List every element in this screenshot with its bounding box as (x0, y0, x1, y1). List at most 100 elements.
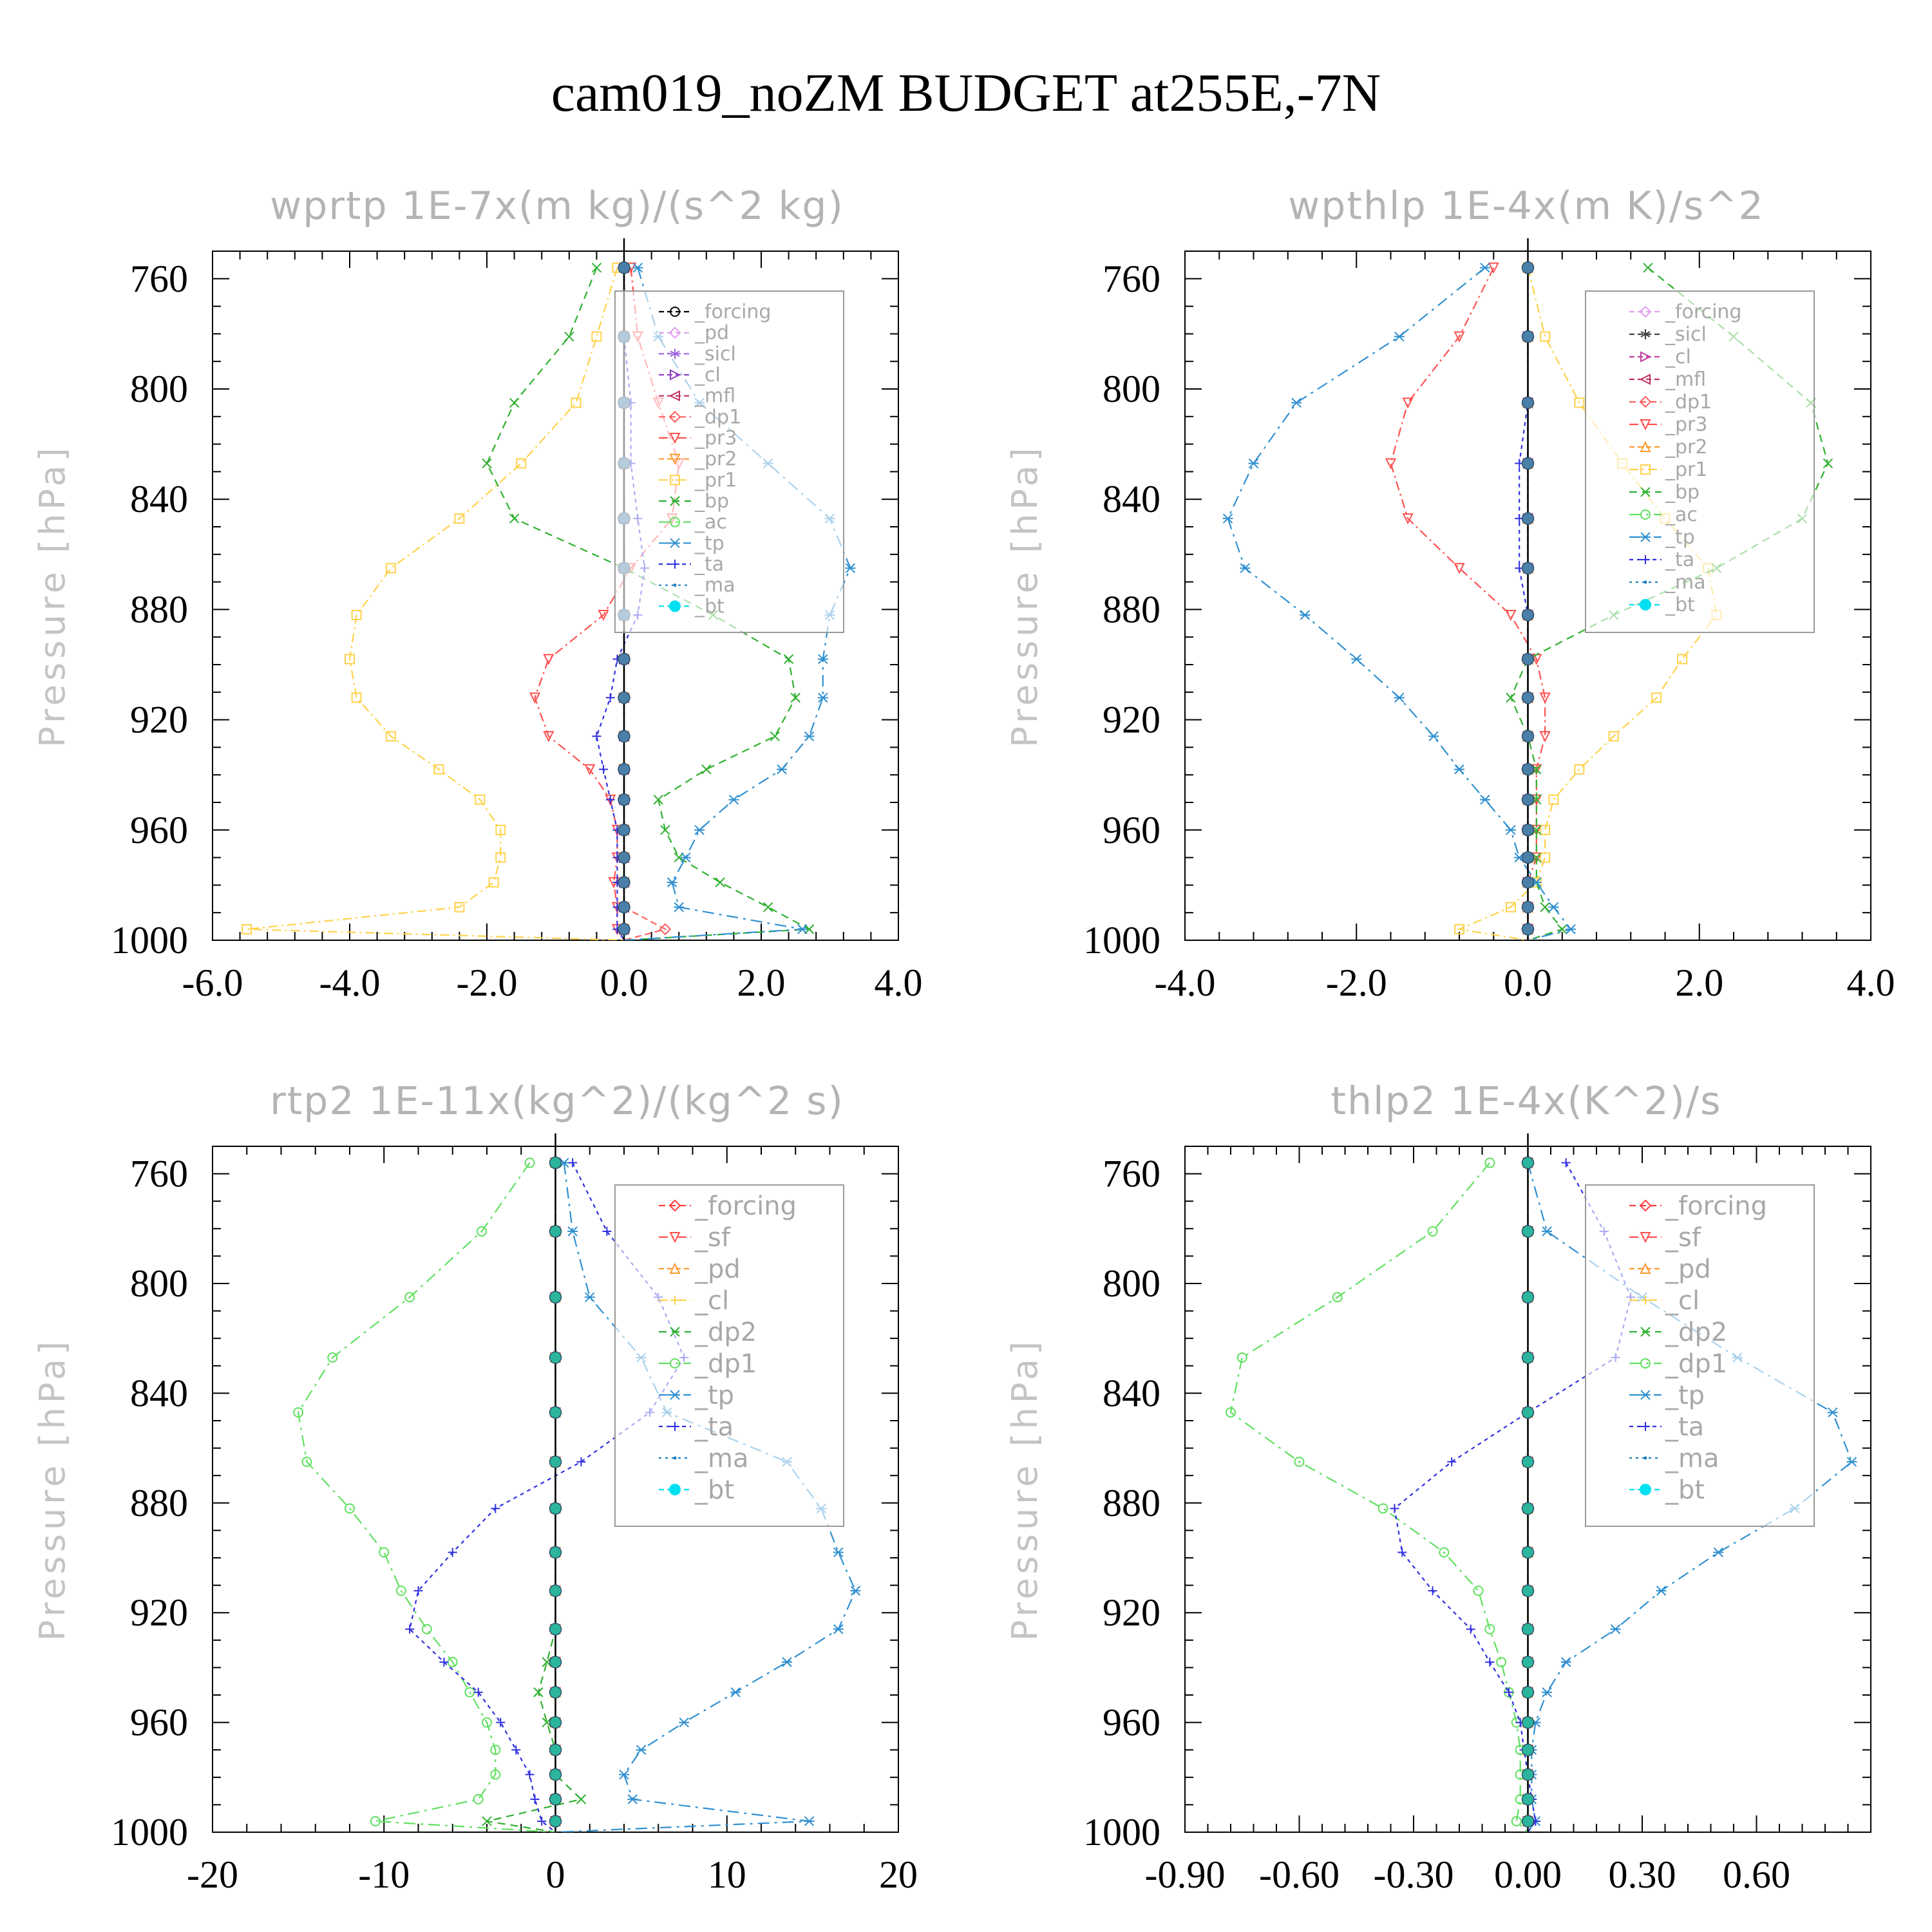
legend-marker (1640, 1484, 1651, 1495)
panel-title: rtp2 1E-11x(kg^2)/(kg^2 s) (270, 1079, 844, 1124)
bt-point (1521, 1455, 1535, 1468)
legend-label: _pr2 (1665, 436, 1707, 459)
legend-label: _mfl (694, 385, 735, 408)
data-point (1394, 692, 1405, 703)
data-point (1540, 902, 1550, 913)
legend-marker (1640, 599, 1651, 611)
y-axis-label: Pressure [hPa] (32, 444, 73, 747)
legend-entry: _ac (1629, 504, 1698, 526)
data-point (475, 794, 486, 805)
panel-1: wprtp 1E-7x(m kg)/(s^2 kg) Pressure [hPa]… (32, 184, 923, 1004)
data-point (301, 1456, 312, 1467)
data-point (530, 1794, 540, 1804)
data-point (1531, 764, 1542, 775)
legend-label: _bt (1665, 1475, 1705, 1505)
y-tick-label: 880 (1103, 588, 1160, 630)
legend-label: _cl (694, 1286, 729, 1316)
data-point (537, 1816, 547, 1826)
data-point (605, 795, 615, 804)
x-tick-label: 2.0 (1675, 961, 1723, 1004)
legend-label: _bp (1665, 481, 1700, 504)
series-group (293, 1133, 861, 1832)
legend-label: _sf (694, 1223, 731, 1253)
data-point (509, 513, 520, 524)
data-point (627, 1794, 638, 1804)
legend-marker (670, 496, 680, 506)
bt-point (549, 1743, 562, 1756)
data-point (1496, 1656, 1507, 1667)
bt-point (1521, 900, 1535, 914)
legend-marker (670, 538, 680, 549)
data-point (1428, 731, 1439, 741)
legend-label: _sicl (1665, 323, 1707, 346)
bt-point (618, 652, 630, 666)
x-tick-label: -0.90 (1145, 1853, 1226, 1896)
bt-point (549, 1291, 562, 1304)
legend-entry: _dp1 (659, 406, 741, 428)
bt-point (549, 1351, 562, 1364)
data-point (776, 764, 787, 775)
legend-marker (1640, 1327, 1651, 1337)
x-tick-label: 2.0 (737, 961, 786, 1004)
data-point (1823, 458, 1833, 469)
legend-label: _pr1 (694, 469, 737, 491)
bt-point (618, 762, 630, 776)
legend-entry: _pd (1629, 1255, 1711, 1284)
legend-entry: _pr2 (1629, 436, 1707, 459)
data-point (1402, 397, 1414, 409)
data-point (1402, 513, 1414, 525)
legend-entry: _tp (1629, 526, 1695, 549)
legend-marker (670, 307, 680, 317)
bt-point (1521, 762, 1535, 776)
bt-point (1521, 824, 1535, 837)
legend-marker (1640, 419, 1651, 431)
data-point (817, 692, 828, 703)
bt-point (618, 730, 630, 743)
legend-box (1585, 290, 1815, 633)
legend-marker (668, 327, 681, 339)
data-point (1236, 1352, 1247, 1363)
legend: _forcing_pd_sicl_cl_mfl_dp1_pr3_pr2_pr1_… (614, 290, 844, 633)
data-point (1542, 1687, 1553, 1698)
legend-box (614, 1184, 844, 1527)
legend-label: _ma (694, 1444, 748, 1473)
data-point (1542, 1226, 1553, 1236)
plot-frame (212, 251, 899, 941)
y-tick-label: 760 (1103, 1153, 1160, 1195)
y-tick-label: 760 (1103, 258, 1160, 300)
legend-label: _tp (1665, 1381, 1705, 1410)
data-point (598, 609, 609, 621)
x-tick-label: 0.0 (1504, 961, 1552, 1004)
legend-entry: _dp2 (1629, 1318, 1727, 1347)
data-point (482, 1816, 492, 1826)
legend-label: _pr3 (1665, 413, 1707, 436)
data-point (1351, 654, 1362, 665)
y-tick-label: 960 (1103, 809, 1160, 851)
legend-entry: _dp1 (1629, 391, 1712, 413)
legend-entry: _cl (1629, 1286, 1700, 1316)
bt-point (1521, 1156, 1535, 1170)
data-point (345, 1503, 355, 1514)
data-point (1561, 1158, 1571, 1168)
bt-point (1521, 1716, 1535, 1729)
data-point (385, 563, 396, 574)
data-point (679, 1717, 690, 1728)
data-point (370, 1815, 381, 1826)
data-point (1454, 331, 1465, 343)
data-point (433, 764, 444, 775)
legend-marker (1640, 1358, 1651, 1368)
legend-marker (1639, 395, 1652, 408)
legend-label: _ta (694, 1412, 734, 1442)
data-point (1566, 924, 1577, 934)
data-point (1488, 262, 1499, 274)
bt-point (1521, 1584, 1535, 1597)
legend-entry: _sf (1629, 1223, 1701, 1253)
x-tick-label: 0.60 (1723, 1853, 1790, 1896)
legend-box (614, 290, 844, 633)
series-pr1 (242, 262, 625, 940)
x-tick-label: -4.0 (319, 961, 381, 1004)
data-point (660, 825, 670, 835)
data-point (584, 1292, 595, 1303)
data-point (496, 1718, 506, 1727)
series-line (486, 267, 812, 940)
